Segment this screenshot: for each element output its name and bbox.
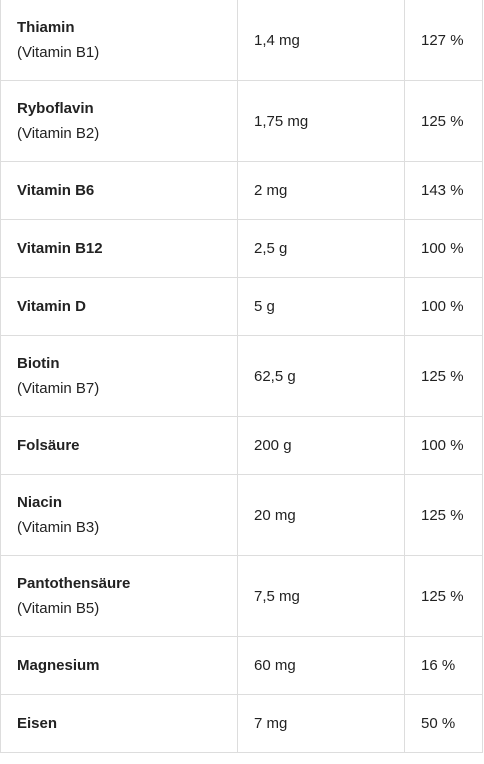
nutrient-percent: 100 %	[404, 219, 483, 278]
nutrient-name-cell: Eisen	[0, 694, 238, 753]
nutrient-percent: 125 %	[404, 555, 483, 637]
nutrient-percent: 16 %	[404, 636, 483, 695]
nutrient-amount: 200 g	[237, 416, 405, 475]
nutrient-name-cell: Vitamin D	[0, 277, 238, 336]
nutrient-percent: 125 %	[404, 474, 483, 556]
nutrient-name-cell: Vitamin B12	[0, 219, 238, 278]
nutrient-amount: 20 mg	[237, 474, 405, 556]
nutrient-amount: 62,5 g	[237, 335, 405, 417]
table-row: Vitamin B6 2 mg 143 %	[0, 161, 483, 220]
nutrient-amount: 60 mg	[237, 636, 405, 695]
nutrient-name-cell: Thiamin (Vitamin B1)	[0, 0, 238, 81]
nutrient-name: Pantothensäure	[17, 575, 131, 592]
nutrient-subname: (Vitamin B5)	[17, 600, 100, 617]
table-row: Biotin (Vitamin B7) 62,5 g 125 %	[0, 335, 483, 417]
table-row: Vitamin B12 2,5 g 100 %	[0, 219, 483, 278]
nutrient-percent: 127 %	[404, 0, 483, 81]
nutrient-name: Niacin	[17, 494, 63, 511]
table-row: Thiamin (Vitamin B1) 1,4 mg 127 %	[0, 0, 483, 81]
nutrient-subname: (Vitamin B3)	[17, 519, 100, 536]
nutrient-percent: 50 %	[404, 694, 483, 753]
nutrient-subname: (Vitamin B1)	[17, 44, 100, 61]
nutrient-amount: 5 g	[237, 277, 405, 336]
nutrient-name: Vitamin D	[17, 298, 86, 315]
nutrient-name-cell: Niacin (Vitamin B3)	[0, 474, 238, 556]
nutrient-name-cell: Pantothensäure (Vitamin B5)	[0, 555, 238, 637]
nutrient-percent: 100 %	[404, 277, 483, 336]
nutrient-name: Ryboflavin	[17, 100, 94, 117]
nutrient-percent: 125 %	[404, 335, 483, 417]
nutrient-percent: 100 %	[404, 416, 483, 475]
table-row: Pantothensäure (Vitamin B5) 7,5 mg 125 %	[0, 555, 483, 637]
nutrient-amount: 7,5 mg	[237, 555, 405, 637]
nutrient-name: Magnesium	[17, 657, 100, 674]
nutrient-amount: 1,75 mg	[237, 80, 405, 162]
nutrient-name: Vitamin B12	[17, 240, 103, 257]
nutrient-name: Thiamin	[17, 19, 75, 36]
table-row: Magnesium 60 mg 16 %	[0, 636, 483, 695]
nutrient-name-cell: Magnesium	[0, 636, 238, 695]
table-row: Eisen 7 mg 50 %	[0, 694, 483, 753]
table-row: Niacin (Vitamin B3) 20 mg 125 %	[0, 474, 483, 556]
nutrient-name-cell: Folsäure	[0, 416, 238, 475]
nutrient-amount: 1,4 mg	[237, 0, 405, 81]
nutrient-amount: 2 mg	[237, 161, 405, 220]
nutrient-percent: 125 %	[404, 80, 483, 162]
nutrient-name: Folsäure	[17, 437, 80, 454]
nutrient-amount: 7 mg	[237, 694, 405, 753]
nutrient-name-cell: Ryboflavin (Vitamin B2)	[0, 80, 238, 162]
nutrient-subname: (Vitamin B2)	[17, 125, 100, 142]
nutrient-subname: (Vitamin B7)	[17, 380, 100, 397]
nutrient-name: Vitamin B6	[17, 182, 95, 199]
nutrient-amount: 2,5 g	[237, 219, 405, 278]
table-row: Vitamin D 5 g 100 %	[0, 277, 483, 336]
nutrient-percent: 143 %	[404, 161, 483, 220]
nutrient-name: Biotin	[17, 355, 60, 372]
nutrient-name-cell: Vitamin B6	[0, 161, 238, 220]
nutrient-name: Eisen	[17, 715, 58, 732]
nutrient-name-cell: Biotin (Vitamin B7)	[0, 335, 238, 417]
table-row: Folsäure 200 g 100 %	[0, 416, 483, 475]
table-row: Ryboflavin (Vitamin B2) 1,75 mg 125 %	[0, 80, 483, 162]
